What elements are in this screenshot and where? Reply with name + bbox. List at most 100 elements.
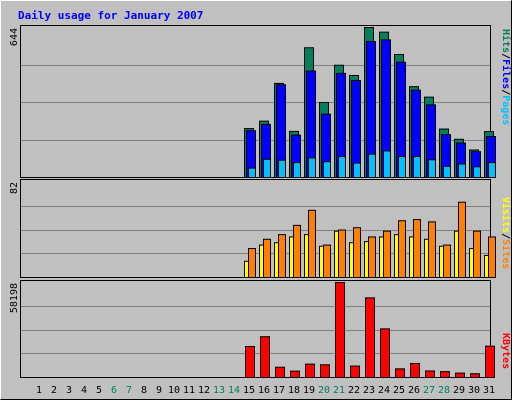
sites-bar [398,220,406,278]
x-tick-label: 22 [348,385,360,396]
x-tick-label: 21 [333,385,345,396]
sites-bar [323,244,331,278]
x-tick-label: 27 [423,385,435,396]
kbytes-bar [365,297,375,379]
sites-bar [293,224,301,279]
x-tick-label: 29 [453,385,465,396]
kbytes-bar [260,336,270,379]
y-max-label-visits: 82 [9,182,20,194]
x-tick-label: 13 [213,385,225,396]
kbytes-bar [290,370,300,378]
kbytes-bar [425,370,435,379]
legend-kbytes-label: KBytes [500,333,511,369]
legend-sites: Sites [500,239,512,269]
kbytes-bar [455,372,465,378]
legend-files: Files [500,59,512,89]
kbytes-bar [440,371,450,378]
kbytes-bar [380,328,390,378]
x-tick-label: 28 [438,385,450,396]
x-tick-label: 2 [51,385,57,396]
sites-bar [308,209,316,278]
x-tick-label: 20 [318,385,330,396]
x-tick-label: 18 [288,385,300,396]
pages-bar [323,161,331,178]
sites-bar [353,227,361,278]
x-tick-label: 3 [66,385,72,396]
kbytes-bar [305,363,315,378]
sites-bar [278,234,286,278]
x-tick-label: 31 [483,385,495,396]
x-tick-label: 10 [168,385,180,396]
x-tick-label: 11 [183,385,195,396]
x-tick-label: 9 [156,385,162,396]
pages-bar [413,156,421,178]
sites-bar [368,236,376,278]
x-tick-label: 17 [273,385,285,396]
chart-title: Daily usage for January 2007 [18,9,203,22]
pages-bar [278,159,286,179]
x-tick-label: 19 [303,385,315,396]
pages-bar [293,162,301,179]
x-tick-label: 1 [36,385,42,396]
pages-bar [308,157,316,179]
x-tick-label: 7 [126,385,132,396]
legend-separator: / [500,233,511,239]
sites-bar [473,230,481,279]
x-tick-label: 4 [81,385,87,396]
x-tick-label: 8 [141,385,147,396]
legend-pages: Pages [500,95,511,125]
pages-bar [458,163,466,178]
pages-bar [473,166,481,179]
kbytes-bar [470,373,480,378]
x-tick-label: 6 [111,385,117,396]
pages-bar [338,156,346,178]
pages-bar [263,158,271,178]
x-tick-label: 30 [468,385,480,396]
sites-bar [428,221,436,278]
x-tick-label: 15 [243,385,255,396]
x-tick-label: 25 [393,385,405,396]
sites-bar [338,229,346,278]
x-tick-label: 23 [363,385,375,396]
sites-bar [458,201,466,279]
sites-bar [413,219,421,278]
y-max-label-kbytes: 58198 [9,283,20,313]
legend-separator: / [500,89,511,95]
sites-bar [248,248,256,279]
pages-bar [398,156,406,178]
y-max-label-hits: 644 [9,28,20,46]
kbytes-bar [320,364,330,379]
kbytes-bar [245,345,255,379]
pages-bar [383,150,391,178]
kbytes-bar [335,282,345,378]
pages-bar [488,162,496,179]
pages-bar [428,159,436,179]
legend-visits-sites: Visits/Sites [500,197,512,269]
sites-bar [443,244,451,278]
kbytes-bar [410,362,420,379]
bars-layer [244,27,496,379]
legend-separator: / [500,53,511,59]
pages-bar [368,153,376,178]
pages-bar [248,167,256,178]
legend-hits: Hits [500,29,512,53]
sites-bar [383,230,391,279]
pages-bar [443,165,451,178]
legend-visits: Visits [500,197,512,233]
legend-kbytes: KBytes [500,333,511,369]
sites-bar [488,236,496,278]
kbytes-bar [395,368,405,379]
x-tick-label: 16 [258,385,270,396]
kbytes-bar [350,365,360,378]
x-tick-label: 12 [198,385,210,396]
legend-hits-files-pages: Hits/Files/Pages [500,29,512,125]
x-tick-label: 26 [408,385,420,396]
x-axis-labels: 1 2 3 4 5 6 7 8 9 10 11 12 13 14 15 16 17 18 19 20 21 22 23 24 2… [36,385,495,396]
pages-bar [353,162,361,178]
x-tick-label: 5 [96,385,102,396]
kbytes-bar [275,366,285,379]
x-tick-label: 24 [378,385,390,396]
x-tick-label: 14 [228,385,240,396]
kbytes-bar [485,345,495,379]
